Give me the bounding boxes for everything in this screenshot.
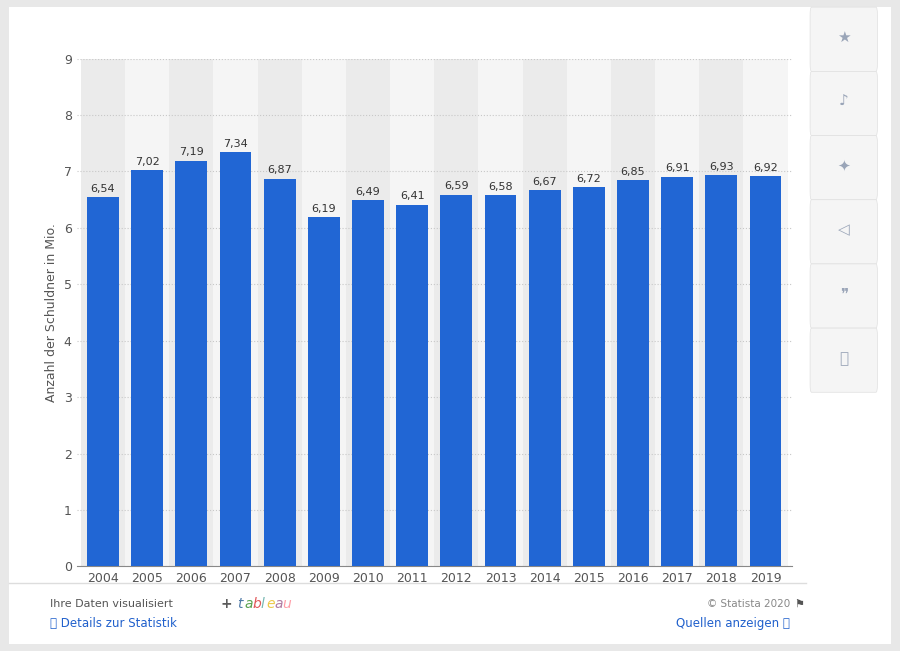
FancyBboxPatch shape [810,200,878,264]
Text: Quellen anzeigen ⓘ: Quellen anzeigen ⓘ [676,617,790,630]
Text: ⚑: ⚑ [794,599,804,609]
Bar [611,59,655,566]
Bar [396,204,428,566]
Bar [308,217,339,566]
Bar [706,175,737,566]
Text: 6,72: 6,72 [577,174,601,184]
Text: ⎙: ⎙ [839,351,849,366]
Bar [81,59,125,566]
Text: 6,93: 6,93 [709,162,734,172]
Text: 6,85: 6,85 [621,167,645,176]
Bar [529,190,561,566]
Bar [220,152,251,566]
Text: 6,54: 6,54 [91,184,115,194]
Bar [213,59,257,566]
Text: e: e [266,597,274,611]
Text: l: l [261,597,265,611]
Text: ♪: ♪ [839,94,849,109]
Text: ✦: ✦ [837,158,850,173]
Text: a: a [245,597,253,611]
FancyBboxPatch shape [810,328,878,393]
Bar [655,59,699,566]
Text: © Statista 2020: © Statista 2020 [707,599,790,609]
Bar [176,161,207,566]
Bar [523,59,567,566]
Bar [87,197,119,566]
Bar [440,195,472,566]
Bar [617,180,649,566]
Text: u: u [283,597,292,611]
Bar [352,201,384,566]
Text: 7,34: 7,34 [223,139,248,149]
Bar [257,59,302,566]
Bar [169,59,213,566]
Bar [662,176,693,566]
Text: a: a [274,597,283,611]
Text: ❞: ❞ [840,286,848,301]
Bar [131,171,163,566]
Bar [302,59,346,566]
Text: +: + [220,597,232,611]
FancyBboxPatch shape [810,264,878,328]
Text: 6,49: 6,49 [356,187,381,197]
Bar [479,59,523,566]
Text: b: b [253,597,262,611]
Text: 6,19: 6,19 [311,204,336,214]
Bar [567,59,611,566]
Text: ◁: ◁ [838,223,850,238]
Y-axis label: Anzahl der Schuldner in Mio.: Anzahl der Schuldner in Mio. [45,223,58,402]
Text: 6,91: 6,91 [665,163,689,173]
Bar [699,59,743,566]
Text: 6,58: 6,58 [488,182,513,192]
Bar [125,59,169,566]
Text: 6,87: 6,87 [267,165,292,175]
Text: 7,02: 7,02 [135,157,159,167]
Text: ★: ★ [837,30,850,45]
Bar [743,59,788,566]
Bar [484,195,517,566]
FancyBboxPatch shape [810,7,878,72]
Text: t: t [237,597,242,611]
Bar [346,59,390,566]
FancyBboxPatch shape [810,72,878,135]
Bar [750,176,781,566]
Bar [390,59,435,566]
FancyBboxPatch shape [810,135,878,200]
Bar [573,187,605,566]
Text: 6,67: 6,67 [533,176,557,187]
Text: Ihre Daten visualisiert: Ihre Daten visualisiert [50,599,173,609]
Text: 6,59: 6,59 [444,181,469,191]
Bar [264,179,295,566]
Text: 6,41: 6,41 [400,191,425,201]
Text: 7,19: 7,19 [179,147,203,158]
Text: 6,92: 6,92 [753,163,778,173]
Text: ⓘ Details zur Statistik: ⓘ Details zur Statistik [50,617,176,630]
Bar [435,59,479,566]
